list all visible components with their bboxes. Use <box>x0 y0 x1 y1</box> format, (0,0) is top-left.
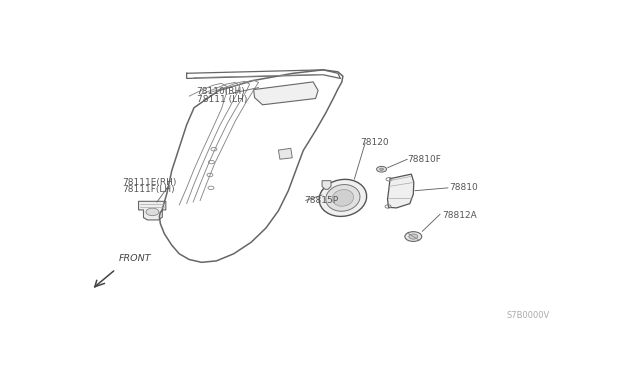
Polygon shape <box>138 201 166 220</box>
Text: 78812A: 78812A <box>442 211 477 219</box>
Text: 78815P: 78815P <box>305 196 339 205</box>
Text: 78810: 78810 <box>449 183 478 192</box>
Text: 78810F: 78810F <box>408 155 441 164</box>
Text: 78110(RH): 78110(RH) <box>196 87 245 96</box>
Circle shape <box>146 208 159 216</box>
Polygon shape <box>388 174 414 208</box>
Polygon shape <box>278 148 292 159</box>
Polygon shape <box>253 82 318 105</box>
Ellipse shape <box>326 185 360 211</box>
Text: 78111F(LH): 78111F(LH) <box>122 185 175 194</box>
Circle shape <box>380 168 383 170</box>
Polygon shape <box>322 181 331 189</box>
Ellipse shape <box>319 179 367 217</box>
Circle shape <box>376 166 387 172</box>
Text: 78111 (LH): 78111 (LH) <box>196 95 247 104</box>
Text: FRONT: FRONT <box>118 254 151 263</box>
Text: 78111E(RH): 78111E(RH) <box>122 178 177 187</box>
Circle shape <box>405 232 422 241</box>
Ellipse shape <box>332 190 353 206</box>
Circle shape <box>409 234 418 239</box>
Text: S7B0000V: S7B0000V <box>507 311 550 320</box>
Text: 78120: 78120 <box>360 138 389 147</box>
